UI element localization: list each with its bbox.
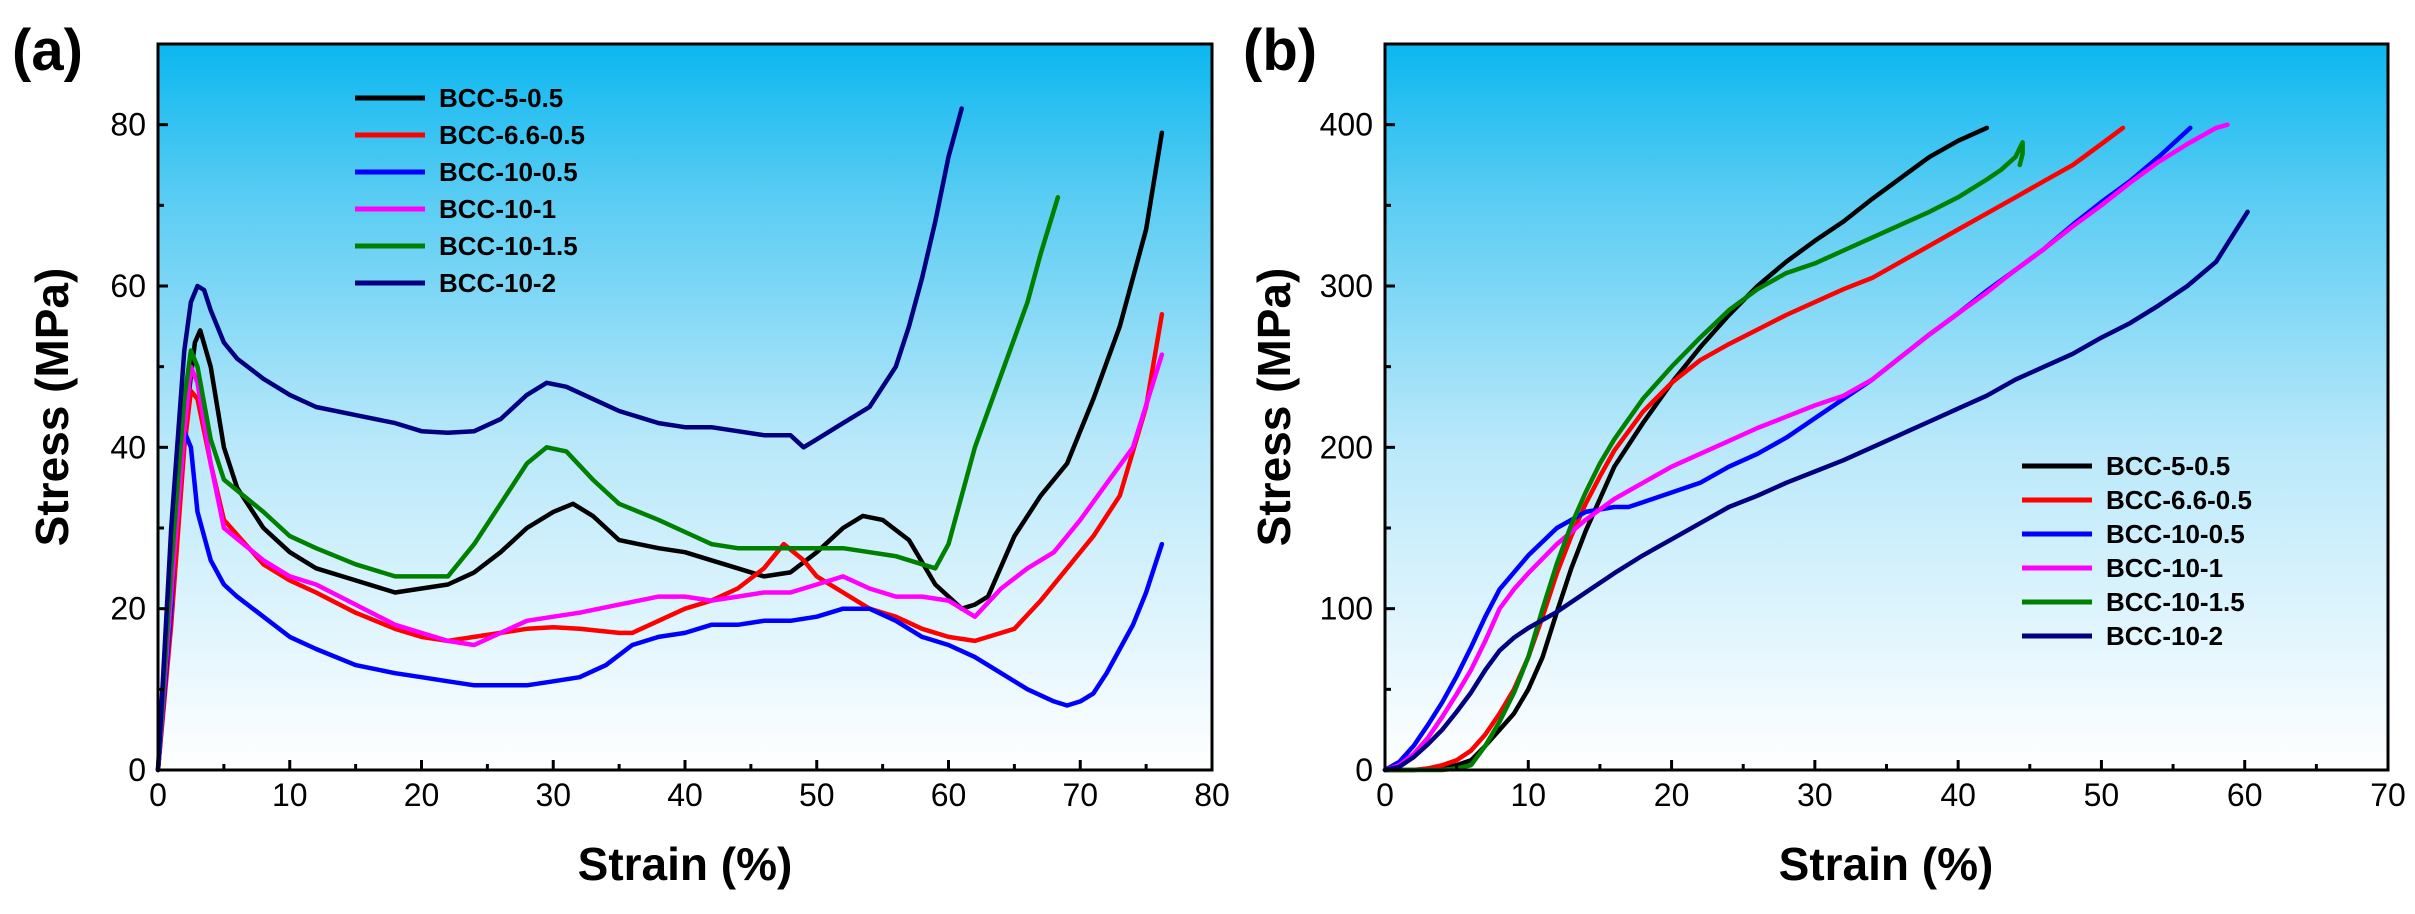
legend-label-BCC-5-0.5: BCC-5-0.5: [2106, 451, 2230, 481]
y-tick-label: 100: [1320, 591, 1373, 627]
panel-a: (a) 0 10 20 30 40 50 60 70 80 0 20 40 60 80 Strain (…: [12, 18, 1230, 890]
y-tick-label: 400: [1320, 107, 1373, 143]
y-tick-label: 0: [128, 752, 146, 788]
panel-b-plot-background: [1385, 44, 2388, 770]
legend-label-BCC-10-1.5: BCC-10-1.5: [439, 231, 578, 261]
legend-label-BCC-10-0.5: BCC-10-0.5: [2106, 519, 2245, 549]
series-line-BCC-6.6-0.5: [1382, 125, 2126, 773]
x-tick-label: 70: [2370, 777, 2406, 813]
series-line-BCC-10-1.5: [1382, 140, 2025, 773]
legend-label-BCC-10-2: BCC-10-2: [2106, 621, 2223, 651]
y-tick-label: 60: [110, 268, 146, 304]
series-line-BCC-10-1: [1382, 122, 2230, 773]
panel-b-y-axis-title: Stress (MPa): [1248, 268, 1300, 547]
x-tick-label: 60: [931, 777, 967, 813]
panel-b-x-tick-labels: 0 10 20 30 40 50 60 70: [1376, 777, 2406, 813]
x-tick-label: 50: [2084, 777, 2120, 813]
x-tick-label: 30: [535, 777, 571, 813]
legend-label-BCC-10-2: BCC-10-2: [439, 268, 556, 298]
panel-b-y-tick-labels: 0 100 200 300 400: [1320, 107, 1373, 788]
x-tick-label: 0: [1376, 777, 1394, 813]
panel-b: (b) 0 10 20 30 40 50 60 70 0 100 200 300 400 Strain…: [1243, 18, 2406, 890]
x-tick-label: 60: [2227, 777, 2263, 813]
x-tick-label: 70: [1062, 777, 1098, 813]
x-tick-label: 40: [667, 777, 703, 813]
y-tick-label: 80: [110, 107, 146, 143]
legend-label-BCC-10-0.5: BCC-10-0.5: [439, 157, 578, 187]
series-line-BCC-10-1.5: [155, 195, 1061, 773]
panel-a-legend: BCC-5-0.5 BCC-6.6-0.5 BCC-10-0.5 BCC-10-1 BC…: [355, 83, 585, 298]
x-tick-label: 10: [272, 777, 308, 813]
series-line-BCC-10-0.5: [155, 428, 1165, 773]
x-tick-label: 20: [1654, 777, 1690, 813]
x-tick-label: 0: [149, 777, 167, 813]
panel-b-x-axis-title: Strain (%): [1779, 838, 1994, 890]
panel-a-y-axis-title: Stress (MPa): [26, 268, 78, 547]
series-line-BCC-10-1: [155, 352, 1165, 773]
panel-b-series-group: [1382, 122, 2250, 773]
legend-label-BCC-10-1.5: BCC-10-1.5: [2106, 587, 2245, 617]
panel-a-x-tick-labels: 0 10 20 30 40 50 60 70 80: [149, 777, 1230, 813]
y-tick-label: 0: [1355, 752, 1373, 788]
panel-b-label: (b): [1243, 18, 1317, 83]
panel-a-x-axis-title: Strain (%): [578, 838, 793, 890]
x-tick-label: 50: [799, 777, 835, 813]
y-tick-label: 20: [110, 591, 146, 627]
panel-a-label: (a): [12, 18, 83, 83]
series-line-BCC-10-2: [155, 106, 964, 773]
panel-a-series-group: [155, 106, 1165, 773]
x-tick-label: 40: [1940, 777, 1976, 813]
panel-b-legend: BCC-5-0.5 BCC-6.6-0.5 BCC-10-0.5 BCC-10-1 BC…: [2022, 451, 2252, 651]
panel-a-plot-background: [158, 44, 1212, 770]
y-tick-label: 200: [1320, 429, 1373, 465]
legend-label-BCC-6.6-0.5: BCC-6.6-0.5: [2106, 485, 2252, 515]
panel-a-ticks: [156, 42, 1214, 772]
x-tick-label: 10: [1510, 777, 1546, 813]
y-tick-label: 40: [110, 429, 146, 465]
legend-label-BCC-6.6-0.5: BCC-6.6-0.5: [439, 120, 585, 150]
legend-label-BCC-10-1: BCC-10-1: [2106, 553, 2223, 583]
x-tick-label: 80: [1194, 777, 1230, 813]
panel-b-ticks: [1383, 42, 2390, 772]
panel-a-y-tick-labels: 0 20 40 60 80: [110, 107, 146, 788]
series-line-BCC-10-2: [1382, 209, 2250, 773]
legend-label-BCC-5-0.5: BCC-5-0.5: [439, 83, 563, 113]
y-tick-label: 300: [1320, 268, 1373, 304]
x-tick-label: 30: [1797, 777, 1833, 813]
x-tick-label: 20: [404, 777, 440, 813]
series-line-BCC-6.6-0.5: [155, 311, 1165, 773]
legend-label-BCC-10-1: BCC-10-1: [439, 194, 556, 224]
